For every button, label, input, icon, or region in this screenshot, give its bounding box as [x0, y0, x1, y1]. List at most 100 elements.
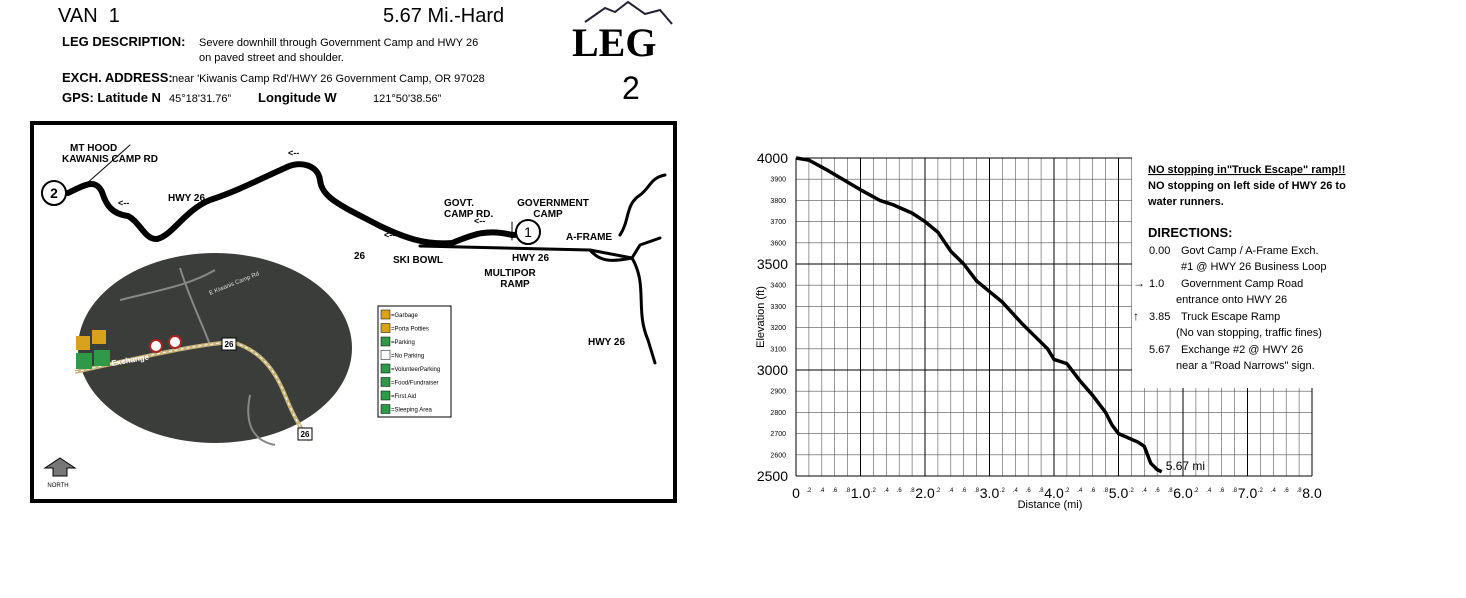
y-minor-tick-label: 2800 [770, 410, 786, 417]
x-minor-tick-label: .4 [819, 488, 825, 494]
description-line: Severe downhill through Government Camp … [199, 37, 478, 49]
x-minor-tick-label: .6 [1155, 488, 1161, 494]
y-minor-tick-label: 3400 [770, 283, 786, 290]
icon-porta-potty [92, 330, 106, 344]
legend-label: =First Aid [391, 394, 416, 400]
x-minor-tick-label: .2 [1129, 488, 1135, 494]
x-minor-tick-label: .4 [1013, 488, 1019, 494]
direction-mile: 0.00 [1149, 245, 1170, 257]
direction-marker: ↑ [1133, 309, 1139, 323]
x-minor-tick-label: .6 [897, 488, 903, 494]
x-minor-tick-label: .4 [948, 488, 954, 494]
legend-icon [380, 363, 391, 374]
map-label: CAMP RD. [444, 209, 493, 220]
north-arrow [43, 457, 77, 477]
x-minor-tick-label: .8 [1168, 488, 1174, 494]
legend-label: =Parking [391, 340, 415, 346]
exchange-marker [41, 180, 67, 206]
legend-label: =No Parking [391, 354, 424, 360]
x-minor-tick-label: .6 [1090, 488, 1096, 494]
x-tick-label: 1.0 [851, 485, 871, 501]
y-minor-tick-label: 3600 [770, 240, 786, 247]
map-legend [377, 305, 452, 418]
x-minor-tick-label: .6 [961, 488, 967, 494]
y-tick-label: 2500 [757, 468, 788, 484]
x-minor-tick-label: .2 [1193, 488, 1199, 494]
y-minor-tick-label: 2900 [770, 389, 786, 396]
x-minor-tick-label: .2 [1258, 488, 1264, 494]
direction-text: (No van stopping, traffic fines) [1176, 327, 1322, 339]
x-tick-label: 3.0 [980, 485, 1000, 501]
map-arrow: <-- [118, 198, 129, 208]
aerial-trails [119, 267, 276, 446]
legend-icon [380, 309, 391, 320]
direction-text: near a "Road Narrows" sign. [1176, 360, 1315, 372]
map-label: HWY 26 [512, 253, 549, 264]
direction-mile: 5.67 [1149, 344, 1170, 356]
x-tick-label: 7.0 [1238, 485, 1258, 501]
aerial-shield-label: 26 [225, 340, 234, 349]
warning: NO stopping in"Truck Escape" ramp!! [1148, 164, 1345, 176]
legend-icon [380, 336, 391, 347]
x-minor-tick-label: .6 [1284, 488, 1290, 494]
x-minor-tick-label: .8 [1297, 488, 1303, 494]
legend-icon [380, 350, 391, 360]
pointer [84, 144, 513, 241]
x-minor-tick-label: .6 [1026, 488, 1032, 494]
y-tick-label: 3500 [757, 256, 788, 272]
x-minor-tick-label: .2 [1000, 488, 1006, 494]
notes-box [1132, 152, 1372, 388]
direction-mile: 1.0 [1149, 278, 1164, 290]
notes: NO stopping in"Truck Escape" ramp!! NO s… [1132, 152, 1372, 388]
y-minor-tick-label: 3700 [770, 219, 786, 226]
direction-text: entrance onto HWY 26 [1176, 294, 1287, 306]
logo-mountain [584, 0, 673, 25]
x-minor-tick-label: .8 [910, 488, 916, 494]
map-label: CAMP [533, 209, 563, 220]
map-label: MULTIPOR [484, 268, 536, 279]
map-label: A-FRAME [566, 232, 612, 243]
north-label: NORTH [47, 483, 68, 489]
x-tick-label: 6.0 [1173, 485, 1193, 501]
icon-parking [76, 353, 92, 369]
map-label: SKI BOWL [393, 255, 443, 266]
y-tick-label: 4000 [757, 150, 788, 166]
elevation-chart: 0 1.0 2.0 3.0 4.0 5.0 6.0 7.0 8.0 .2 .4 .6 .8 .2 .4 .6.… [755, 150, 1322, 511]
x-minor-tick-label: .8 [1039, 488, 1045, 494]
x-minor-tick-label: .2 [935, 488, 941, 494]
gps-lat-label: GPS: Latitude N [62, 90, 161, 105]
van: VAN 1 [58, 5, 120, 27]
legend-icon [380, 377, 391, 387]
x-minor-tick-label: .8 [1103, 488, 1109, 494]
map-label: GOVT. [444, 198, 474, 209]
icon-parking [94, 350, 110, 366]
leg-number: 2 [622, 70, 640, 106]
direction-text: #1 @ HWY 26 Business Loop [1181, 261, 1327, 273]
x-tick-label: 5.0 [1109, 485, 1129, 501]
gps-lat: 45°18'31.76” [169, 93, 231, 105]
exchange-label: EXCH. ADDRESS: [62, 70, 173, 85]
x-minor-tick-label: .4 [1271, 488, 1277, 494]
distance-difficulty: 5.67 Mi.-Hard [383, 5, 504, 27]
y-minor-tick-label: 3100 [770, 346, 786, 353]
map-label: KAWANIS CAMP RD [62, 154, 158, 165]
y-minor-tick-label: 3300 [770, 304, 786, 311]
legend-items: =Garbage =Porta Potties =Parking =No Parkin… [380, 309, 440, 414]
x-tick-label: 8.0 [1302, 485, 1322, 501]
logo: LEG [572, 20, 656, 65]
legend-label: =Garbage [391, 313, 419, 319]
y-minor-tick-label: 3800 [770, 198, 786, 205]
legend-label: =Food/Fundraiser [391, 381, 439, 387]
direction-text: Govt Camp / A-Frame Exch. [1181, 245, 1319, 257]
aerial-shield-label: 26 [301, 430, 310, 439]
map-arrow: <-- [288, 148, 299, 158]
elevation-line [795, 156, 1163, 474]
direction-text: Exchange #2 @ HWY 26 [1181, 344, 1303, 356]
map-arrow: <-- [384, 230, 395, 240]
icon-garbage [76, 336, 90, 350]
legend-label: =Porta Potties [391, 327, 429, 333]
x-minor-tick-label: .6 [1219, 488, 1225, 494]
x-minor-tick-label: .8 [1232, 488, 1238, 494]
note-line: water runners. [1147, 196, 1224, 208]
